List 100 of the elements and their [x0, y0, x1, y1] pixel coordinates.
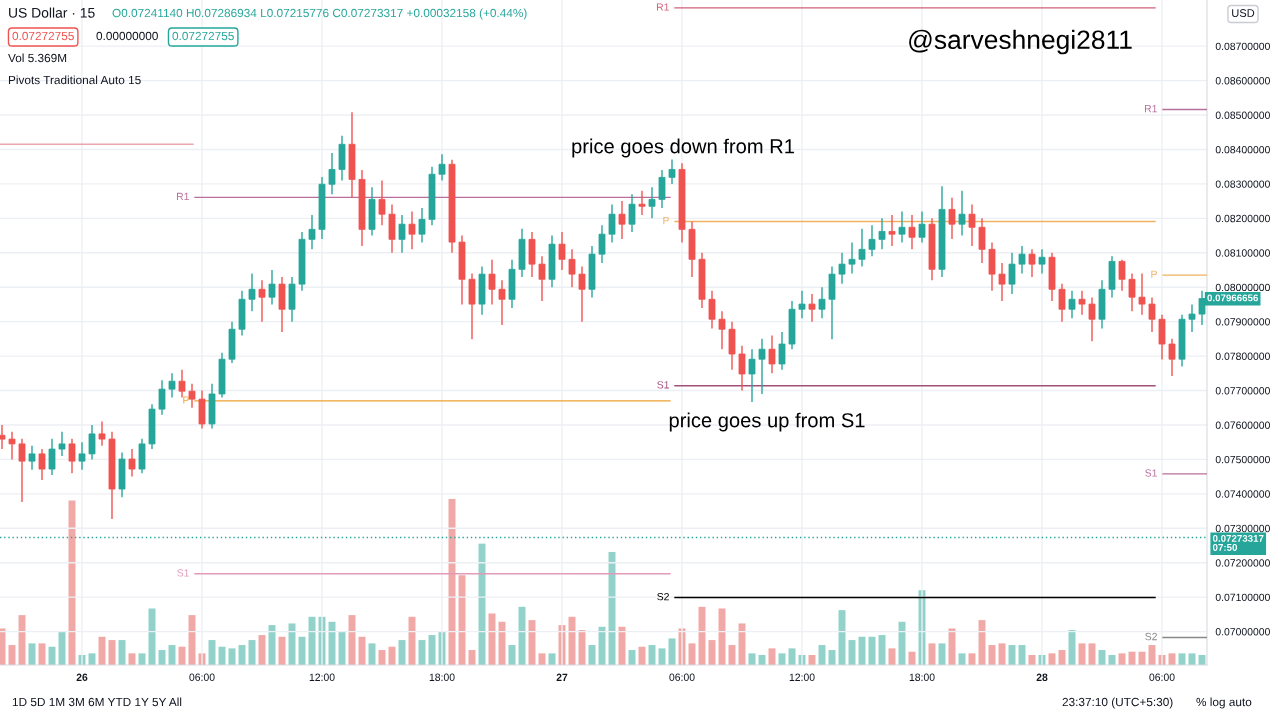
candlestick [1068, 289, 1076, 319]
candlestick [848, 241, 856, 275]
candlestick [158, 379, 166, 416]
candlestick [268, 269, 276, 306]
candlestick [48, 438, 56, 476]
bar [928, 643, 936, 665]
y-tick-label: 0.07700000 [1215, 387, 1270, 395]
bar [428, 635, 436, 665]
bar [368, 643, 376, 665]
bar [538, 653, 546, 665]
annotation: 0.07272755 [12, 31, 74, 41]
bar [648, 645, 656, 665]
bar [388, 646, 396, 665]
x-tick-label: 27 [556, 673, 568, 681]
bar [128, 653, 136, 665]
bar [338, 631, 346, 665]
bar [468, 650, 476, 665]
candlestick [1078, 289, 1086, 316]
bar [578, 630, 586, 665]
candlestick [88, 424, 96, 461]
y-tick-label: 0.08100000 [1215, 249, 1270, 257]
candlestick [168, 372, 176, 399]
bar [848, 640, 856, 665]
bar [688, 643, 696, 665]
bar [908, 651, 916, 665]
bar [508, 645, 516, 665]
candlestick [58, 431, 66, 457]
candlestick [1138, 272, 1146, 316]
bar [48, 646, 56, 665]
bar [328, 621, 336, 665]
candlestick [1168, 338, 1176, 377]
bar [718, 608, 726, 665]
bar [958, 653, 966, 665]
candlestick [578, 265, 586, 323]
candlestick [248, 272, 256, 313]
bar [748, 653, 756, 665]
candlestick [1118, 258, 1126, 292]
candlestick [68, 438, 76, 474]
bar [1008, 645, 1016, 665]
y-tick-label: 0.07000000 [1215, 628, 1270, 636]
y-tick-label: 0.07900000 [1215, 318, 1270, 326]
bar [228, 648, 236, 665]
x-tick-label: 12:00 [309, 673, 335, 681]
text: % log auto [1196, 697, 1252, 709]
bar [498, 621, 506, 665]
bar [988, 645, 996, 665]
candlestick [1088, 296, 1096, 342]
candlestick [1038, 248, 1046, 275]
series-label: P [1151, 270, 1157, 278]
y-tick-label: 0.07400000 [1215, 490, 1270, 498]
bar [268, 625, 276, 665]
candlestick [78, 441, 86, 471]
annotation: 0.07966656 [1207, 294, 1259, 302]
y-tick-label: 0.08300000 [1215, 180, 1270, 188]
bar [1048, 653, 1056, 665]
bar [98, 636, 106, 665]
candlestick [778, 331, 786, 371]
x-tick-label: 26 [76, 673, 88, 681]
candlestick [978, 217, 986, 264]
candlestick [858, 227, 866, 268]
bar [108, 640, 116, 665]
bar [488, 613, 496, 665]
bar [138, 653, 146, 665]
x-tick-label: 18:00 [429, 673, 455, 681]
text: USD [1232, 9, 1255, 17]
series-label: S1 [657, 381, 669, 389]
candlestick [378, 179, 386, 226]
bar [298, 636, 306, 665]
bar [568, 616, 576, 665]
bar [858, 636, 866, 665]
bar [88, 653, 96, 665]
bar [1118, 653, 1126, 665]
bar [1108, 655, 1116, 665]
candlestick [1028, 248, 1036, 278]
bar [658, 648, 666, 665]
bar [148, 608, 156, 665]
series-label: P [663, 216, 669, 225]
bar [278, 636, 286, 665]
candlestick [648, 186, 656, 220]
candlestick [668, 158, 676, 185]
bar [158, 650, 166, 665]
series-label: S1 [1145, 469, 1157, 477]
bar [1088, 643, 1096, 665]
annotation: @sarveshnegi2811 [909, 29, 1132, 55]
y-tick-label: 0.08500000 [1215, 111, 1270, 119]
bar [0, 628, 6, 665]
y-tick-label: 0.08600000 [1215, 77, 1270, 85]
candlestick [328, 152, 336, 195]
y-tick-label: 0.07100000 [1215, 593, 1270, 602]
candlestick [598, 224, 606, 264]
candlestick [758, 338, 766, 395]
candlestick [878, 217, 886, 251]
y-tick-label: 0.07300000 [1215, 524, 1270, 533]
bar [1178, 653, 1186, 665]
bar [348, 615, 356, 665]
bar [808, 655, 816, 665]
candlestick [38, 448, 46, 481]
bar [838, 610, 846, 665]
candlestick [418, 207, 426, 244]
candlestick [188, 382, 196, 409]
